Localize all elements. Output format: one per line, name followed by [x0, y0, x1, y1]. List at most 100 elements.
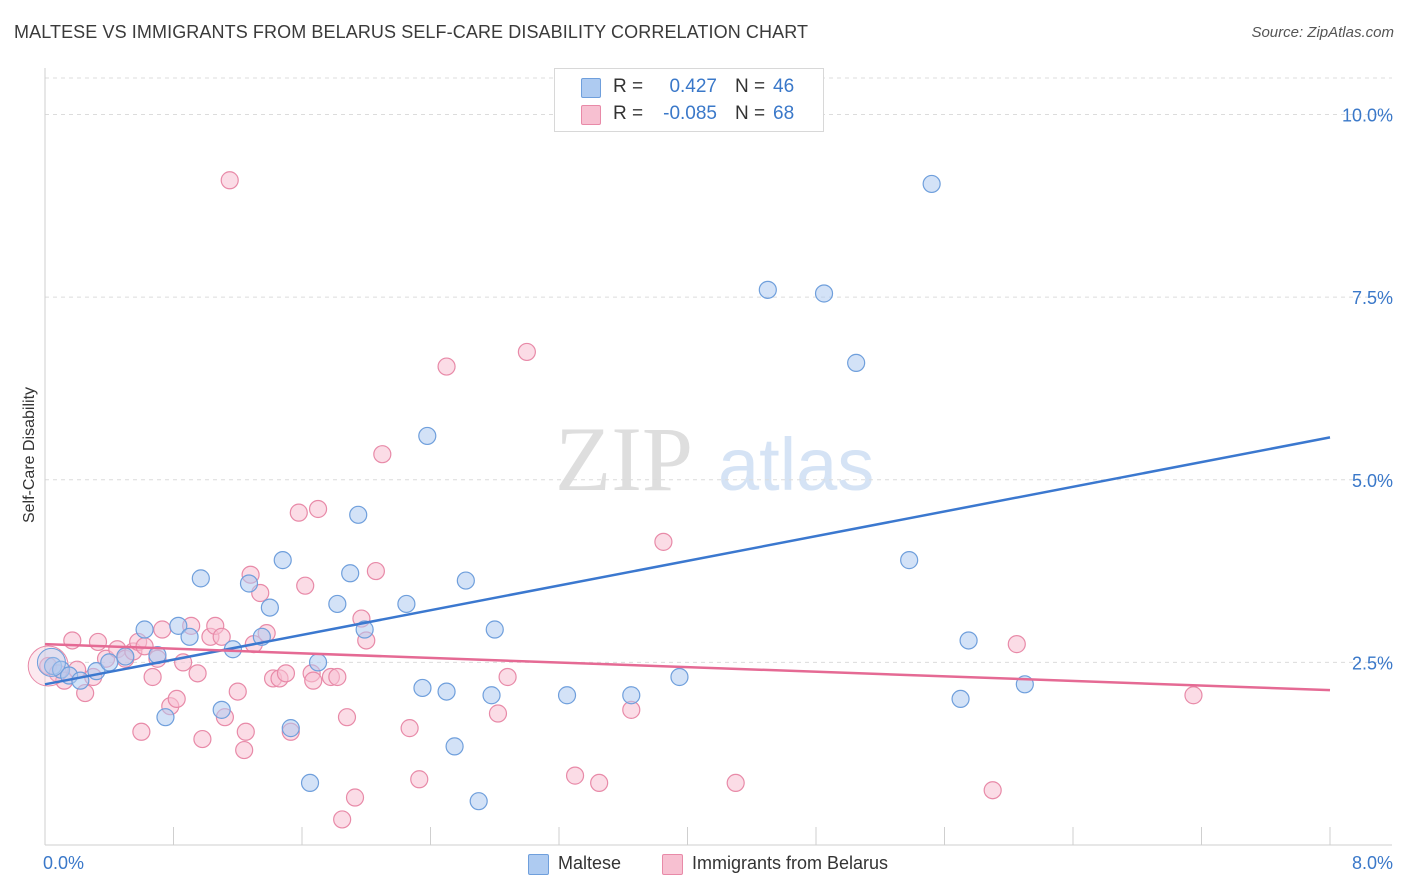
point-belarus — [88, 632, 108, 652]
x-tick-label-min: 0.0% — [43, 853, 84, 873]
point-maltese — [445, 737, 464, 756]
point-maltese — [847, 353, 866, 372]
y-tick-label: 2.5% — [1352, 653, 1393, 673]
point-belarus — [565, 766, 585, 785]
point-maltese — [922, 174, 941, 194]
point-belarus — [333, 810, 352, 829]
point-maltese — [135, 620, 154, 639]
trend-line-belarus — [44, 642, 1331, 692]
point-maltese — [169, 616, 188, 635]
legend-n-label: N = — [735, 103, 766, 124]
legend-n-value: 68 — [773, 103, 795, 124]
point-maltese — [180, 627, 199, 646]
point-maltese — [71, 671, 90, 690]
point-maltese — [959, 631, 978, 650]
point-maltese — [300, 773, 320, 793]
point-maltese — [191, 569, 210, 588]
point-belarus — [228, 682, 247, 701]
y-tick-label: 5.0% — [1352, 471, 1393, 491]
point-belarus — [373, 445, 392, 464]
point-belarus — [726, 773, 745, 793]
point-belarus — [188, 664, 207, 683]
point-maltese — [156, 708, 175, 727]
point-belarus — [410, 770, 429, 789]
point-maltese — [212, 700, 231, 719]
series-maltese-points — [36, 174, 1034, 811]
point-belarus — [590, 773, 609, 793]
watermark-zip: ZIP — [555, 408, 693, 510]
point-belarus — [328, 667, 347, 687]
point-belarus — [983, 781, 1002, 800]
point-belarus — [517, 342, 536, 362]
point-maltese — [116, 647, 135, 666]
point-belarus — [1007, 635, 1026, 654]
legend-r-value: 0.427 — [669, 76, 717, 97]
point-belarus — [437, 357, 456, 376]
point-maltese — [900, 551, 919, 570]
point-maltese — [456, 571, 475, 590]
series-legend: Maltese Immigrants from Belarus — [0, 852, 1406, 878]
legend-r-label: R = — [613, 76, 644, 97]
trend-line-maltese — [44, 436, 1331, 686]
point-maltese — [355, 620, 374, 639]
correlation-legend: R = 0.427 N = 46 R = -0.085 N = 68 — [554, 68, 824, 132]
point-belarus — [296, 576, 315, 595]
point-belarus — [654, 532, 673, 551]
trend-lines — [44, 436, 1331, 692]
point-maltese — [622, 686, 641, 705]
point-belarus — [143, 667, 162, 687]
point-maltese — [485, 620, 504, 639]
point-belarus — [366, 561, 385, 581]
point-maltese — [557, 686, 577, 705]
point-maltese — [397, 594, 416, 614]
legend-swatch-belarus — [581, 105, 601, 125]
point-maltese — [308, 653, 328, 672]
point-belarus — [1184, 686, 1203, 705]
point-belarus — [193, 729, 212, 749]
point-maltese — [418, 426, 437, 446]
point-maltese — [951, 689, 970, 709]
legend-row-maltese: R = 0.427 N = 46 — [555, 73, 823, 99]
point-belarus — [235, 740, 254, 760]
point-maltese — [100, 653, 119, 672]
point-belarus — [488, 704, 508, 723]
legend-swatch-belarus — [662, 854, 683, 875]
point-maltese — [469, 792, 488, 811]
point-maltese — [281, 719, 300, 738]
y-tick-label: 10.0% — [1342, 106, 1393, 126]
chart-title: MALTESE VS IMMIGRANTS FROM BELARUS SELF-… — [14, 22, 809, 42]
point-belarus — [276, 664, 296, 683]
watermark-atlas: atlas — [718, 423, 874, 506]
point-belarus — [153, 620, 172, 639]
legend-swatch-maltese — [581, 78, 601, 98]
point-maltese — [437, 682, 456, 701]
y-tick-label: 7.5% — [1352, 288, 1393, 308]
axes — [44, 68, 1392, 846]
legend-label-belarus: Immigrants from Belarus — [692, 853, 889, 873]
point-maltese — [413, 678, 432, 698]
tick-labels: 2.5% 5.0% 7.5% 10.0% 0.0% 8.0% — [43, 106, 1393, 873]
point-maltese — [239, 574, 259, 593]
point-belarus — [400, 719, 419, 738]
point-maltese-cluster — [36, 647, 66, 677]
point-belarus — [498, 667, 517, 687]
legend-r-label: R = — [613, 103, 644, 124]
point-belarus — [345, 788, 365, 807]
point-maltese — [482, 686, 501, 705]
point-maltese — [670, 667, 689, 687]
point-maltese — [273, 551, 292, 570]
point-belarus — [212, 627, 231, 646]
source-label: Source: ZipAtlas.com — [1251, 24, 1394, 41]
point-belarus — [167, 689, 186, 709]
point-belarus — [304, 671, 323, 690]
point-maltese — [758, 280, 777, 299]
point-belarus — [337, 708, 357, 727]
legend-label-maltese: Maltese — [558, 853, 622, 873]
point-maltese — [341, 564, 360, 583]
point-belarus — [308, 499, 328, 519]
legend-swatch-maltese — [528, 854, 549, 875]
legend-n-value: 46 — [773, 76, 795, 97]
point-maltese — [349, 505, 368, 524]
x-tick-label-max: 8.0% — [1352, 853, 1393, 873]
legend-n-label: N = — [735, 76, 766, 97]
